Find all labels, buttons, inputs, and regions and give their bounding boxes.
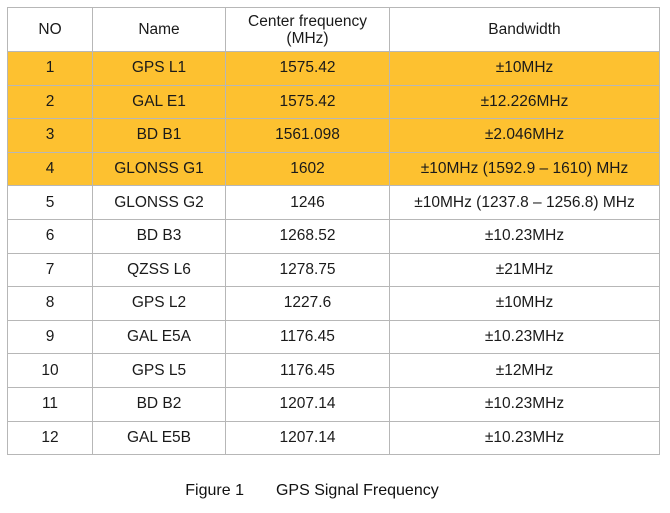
cell-no: 5 — [7, 185, 93, 220]
cell-no: 10 — [7, 353, 93, 388]
header-bandwidth: Bandwidth — [389, 7, 660, 52]
cell-no: 6 — [7, 218, 93, 254]
cell-no: 7 — [7, 252, 93, 288]
table-row: 2 GAL E1 1575.42 ±12.226MHz — [7, 84, 660, 120]
cell-name: GPS L2 — [92, 286, 226, 321]
table-row: 3 BD B1 1561.098 ±2.046MHz — [7, 118, 660, 153]
cell-no: 2 — [7, 84, 93, 120]
cell-no: 1 — [7, 51, 93, 86]
figure-caption: Figure 1 GPS Signal Frequency — [0, 482, 624, 500]
cell-bandwidth: ±12MHz — [389, 353, 660, 388]
table-row: 1 GPS L1 1575.42 ±10MHz — [7, 51, 660, 86]
cell-center-frequency: 1227.6 — [225, 286, 390, 321]
table-row: 8 GPS L2 1227.6 ±10MHz — [7, 286, 660, 321]
cell-name: BD B3 — [92, 218, 226, 254]
header-row: NO Name Center frequency (MHz) Bandwidth — [7, 7, 660, 52]
cell-center-frequency: 1207.14 — [225, 386, 390, 422]
cell-name: BD B1 — [92, 118, 226, 153]
cell-name: GLONSS G2 — [92, 185, 226, 220]
table-row: 5 GLONSS G2 1246 ±10MHz (1237.8 – 1256.8) M… — [7, 185, 660, 220]
table-row: 4 GLONSS G1 1602 ±10MHz (1592.9 – 1610) MHz — [7, 151, 660, 187]
cell-name: BD B2 — [92, 386, 226, 422]
cell-center-frequency: 1207.14 — [225, 420, 390, 456]
header-center-frequency: Center frequency (MHz) — [225, 7, 390, 52]
cell-center-frequency: 1602 — [225, 151, 390, 187]
cell-name: GLONSS G1 — [92, 151, 226, 187]
header-center-frequency-line1: Center frequency — [248, 12, 367, 30]
table-row: 12 GAL E5B 1207.14 ±10.23MHz — [7, 420, 660, 456]
cell-center-frequency: 1268.52 — [225, 218, 390, 254]
cell-name: GAL E5B — [92, 420, 226, 456]
table-body: 1 GPS L1 1575.42 ±10MHz 2 GAL E1 1575.42 ±12.22… — [7, 51, 660, 456]
cell-center-frequency: 1575.42 — [225, 84, 390, 120]
cell-bandwidth: ±10.23MHz — [389, 218, 660, 254]
cell-center-frequency: 1246 — [225, 185, 390, 220]
cell-center-frequency: 1575.42 — [225, 51, 390, 86]
header-name: Name — [92, 7, 226, 52]
table-row: 7 QZSS L6 1278.75 ±21MHz — [7, 252, 660, 288]
cell-center-frequency: 1561.098 — [225, 118, 390, 153]
cell-bandwidth: ±10.23MHz — [389, 420, 660, 456]
cell-no: 11 — [7, 386, 93, 422]
cell-name: GPS L1 — [92, 51, 226, 86]
cell-no: 3 — [7, 118, 93, 153]
figure-title: GPS Signal Frequency — [275, 482, 439, 499]
cell-bandwidth: ±10.23MHz — [389, 386, 660, 422]
cell-name: GAL E5A — [92, 319, 226, 355]
cell-no: 12 — [7, 420, 93, 456]
cell-bandwidth: ±10MHz (1237.8 – 1256.8) MHz — [389, 185, 660, 220]
frequency-table: NO Name Center frequency (MHz) Bandwidth… — [7, 7, 660, 456]
figure-label: Figure 1 — [185, 482, 244, 499]
cell-name: QZSS L6 — [92, 252, 226, 288]
table-row: 9 GAL E5A 1176.45 ±10.23MHz — [7, 319, 660, 355]
cell-no: 8 — [7, 286, 93, 321]
cell-bandwidth: ±10MHz — [389, 51, 660, 86]
cell-bandwidth: ±10.23MHz — [389, 319, 660, 355]
table-row: 6 BD B3 1268.52 ±10.23MHz — [7, 218, 660, 254]
cell-center-frequency: 1278.75 — [225, 252, 390, 288]
table-header: NO Name Center frequency (MHz) Bandwidth — [7, 7, 660, 52]
cell-center-frequency: 1176.45 — [225, 353, 390, 388]
cell-center-frequency: 1176.45 — [225, 319, 390, 355]
header-center-frequency-unit: (MHz) — [286, 29, 329, 47]
table-row: 11 BD B2 1207.14 ±10.23MHz — [7, 386, 660, 422]
cell-bandwidth: ±2.046MHz — [389, 118, 660, 153]
cell-no: 9 — [7, 319, 93, 355]
cell-name: GAL E1 — [92, 84, 226, 120]
cell-bandwidth: ±12.226MHz — [389, 84, 660, 120]
cell-bandwidth: ±21MHz — [389, 252, 660, 288]
cell-no: 4 — [7, 151, 93, 187]
cell-name: GPS L5 — [92, 353, 226, 388]
table-row: 10 GPS L5 1176.45 ±12MHz — [7, 353, 660, 388]
header-no: NO — [7, 7, 93, 52]
cell-bandwidth: ±10MHz — [389, 286, 660, 321]
cell-bandwidth: ±10MHz (1592.9 – 1610) MHz — [389, 151, 660, 187]
